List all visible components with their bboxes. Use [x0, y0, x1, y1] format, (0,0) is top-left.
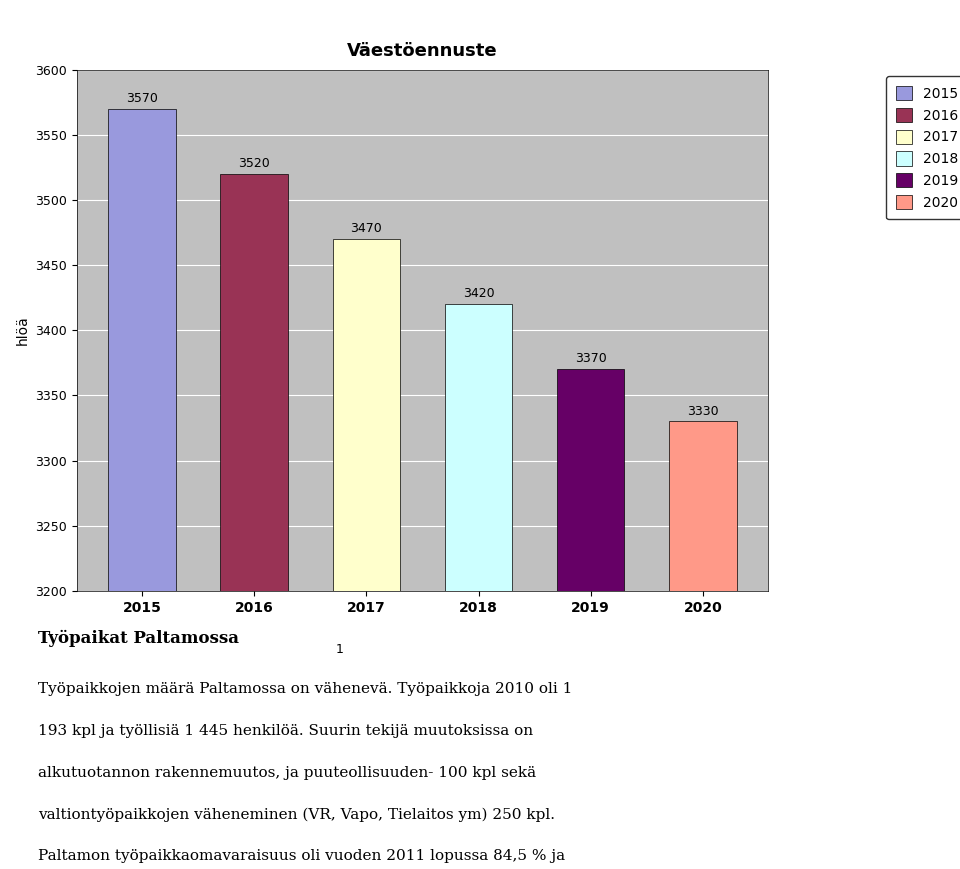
Bar: [332, 239, 400, 869]
Y-axis label: hlöä: hlöä: [15, 315, 30, 345]
Bar: [557, 369, 624, 869]
Text: 193 kpl ja työllisiä 1 445 henkilöä. Suurin tekijä muutoksissa on: 193 kpl ja työllisiä 1 445 henkilöä. Suu…: [38, 724, 534, 738]
Text: 3420: 3420: [463, 288, 494, 301]
Text: Työpaikat Paltamossa: Työpaikat Paltamossa: [38, 630, 239, 647]
Text: Paltamon työpaikkaomavaraisuus oli vuoden 2011 lopussa 84,5 % ja: Paltamon työpaikkaomavaraisuus oli vuode…: [38, 849, 565, 863]
Bar: [221, 174, 288, 869]
Bar: [444, 304, 513, 869]
Text: 3370: 3370: [575, 353, 607, 365]
Text: valtiontyöpaikkojen väheneminen (VR, Vapo, Tielaitos ym) 250 kpl.: valtiontyöpaikkojen väheneminen (VR, Vap…: [38, 807, 556, 822]
Text: 3520: 3520: [238, 157, 270, 170]
Title: Väestöennuste: Väestöennuste: [348, 42, 497, 60]
Text: Työpaikkojen määrä Paltamossa on vähenevä. Työpaikkoja 2010 oli 1: Työpaikkojen määrä Paltamossa on vähenev…: [38, 682, 573, 696]
Text: 3570: 3570: [126, 92, 157, 105]
Text: 3470: 3470: [350, 222, 382, 235]
Bar: [669, 421, 736, 869]
Text: 3330: 3330: [687, 405, 719, 418]
Text: alkutuotannon rakennemuutos, ja puuteollisuuden- 100 kpl sekä: alkutuotannon rakennemuutos, ja puuteoll…: [38, 766, 537, 779]
Legend: 2015, 2016, 2017, 2018, 2019, 2020: 2015, 2016, 2017, 2018, 2019, 2020: [886, 76, 960, 220]
Bar: [108, 109, 176, 869]
Text: 1: 1: [335, 643, 344, 656]
